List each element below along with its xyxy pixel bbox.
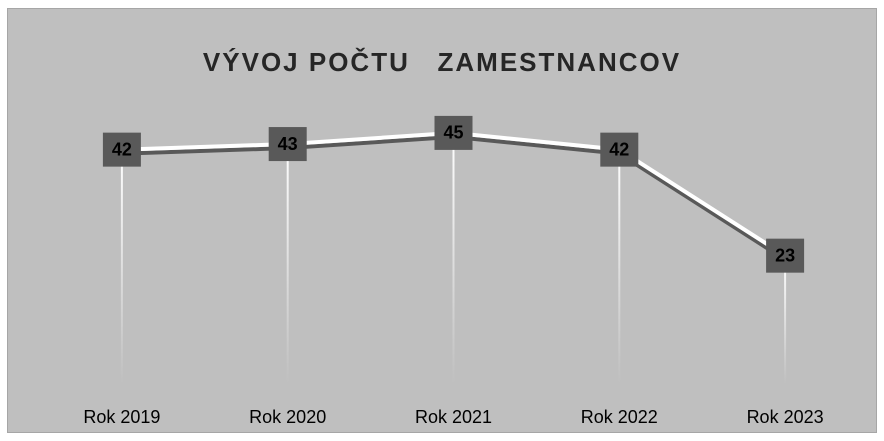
value-label: 45 bbox=[443, 123, 463, 143]
marker bbox=[600, 132, 639, 167]
x-tick-label: Rok 2020 bbox=[249, 407, 326, 427]
x-tick-label: Rok 2019 bbox=[83, 407, 160, 427]
x-tick-label: Rok 2023 bbox=[747, 407, 824, 427]
chart-title: VÝVOJ POČTU ZAMESTNANCOV bbox=[203, 47, 681, 77]
value-label: 42 bbox=[609, 139, 629, 159]
drop-line bbox=[784, 255, 787, 384]
marker bbox=[766, 238, 805, 273]
marker bbox=[434, 115, 473, 150]
drop-line bbox=[286, 144, 289, 384]
x-tick-label: Rok 2021 bbox=[415, 407, 492, 427]
value-label: 23 bbox=[775, 245, 795, 265]
value-label: 42 bbox=[112, 139, 132, 159]
value-label: 43 bbox=[278, 134, 298, 154]
x-tick-label: Rok 2022 bbox=[581, 407, 658, 427]
drop-line bbox=[120, 149, 123, 384]
drop-line bbox=[452, 132, 455, 384]
marker bbox=[102, 132, 141, 167]
marker bbox=[268, 127, 307, 162]
drop-line bbox=[618, 149, 621, 384]
